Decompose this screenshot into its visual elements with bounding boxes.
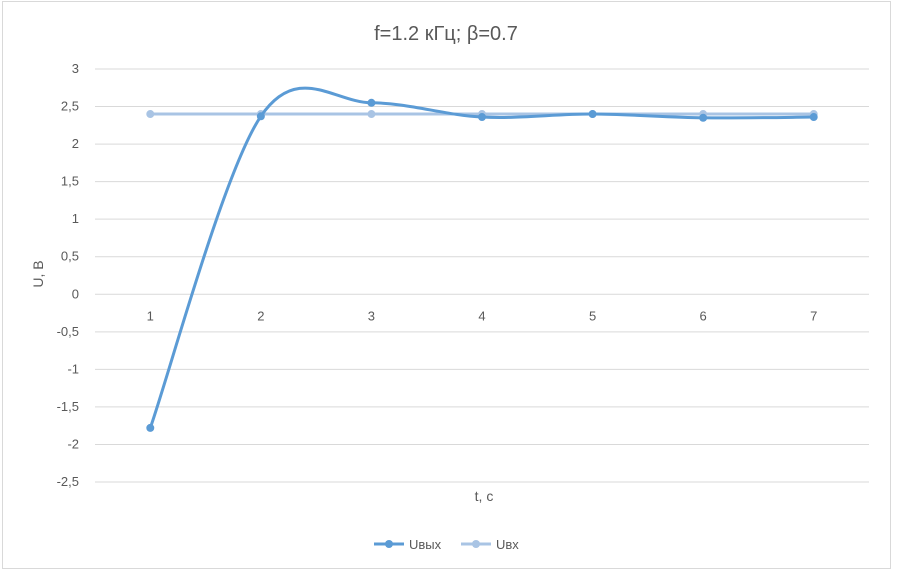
legend-label: Uвх (496, 537, 519, 552)
series-line-1 (148, 86, 816, 430)
x-tick-label: 2 (257, 308, 264, 323)
x-tick-label: 3 (368, 308, 375, 323)
y-tick-label: 2 (72, 136, 79, 151)
y-axis-title: U, B (30, 260, 46, 287)
y-tick-label: 2,5 (61, 99, 79, 114)
data-point (699, 113, 708, 122)
y-tick-label: 1,5 (61, 174, 79, 189)
data-point (478, 113, 486, 122)
data-point (367, 110, 376, 119)
y-tick-label: 1 (72, 211, 79, 226)
data-point (367, 98, 376, 107)
x-axis-title: t, c (475, 488, 494, 504)
x-tick-label: 6 (700, 308, 707, 323)
y-tick-label: -0,5 (57, 324, 79, 339)
data-point (146, 423, 155, 432)
y-tick-label: -2 (67, 436, 79, 451)
data-point (146, 110, 155, 119)
x-tick-label: 7 (810, 308, 817, 323)
legend-label: Uвых (409, 537, 442, 552)
x-tick-label: 1 (147, 308, 154, 323)
gridlines (95, 68, 869, 483)
y-axis-tick-labels: 3 2,5 2 1,5 1 0,5 0 -0,5 -1 -1,5 -2 -2,5 (57, 61, 79, 489)
legend-swatch-marker (385, 540, 393, 548)
y-tick-label: 0 (72, 286, 79, 301)
x-tick-label: 5 (589, 308, 596, 323)
series-lines (146, 86, 818, 432)
y-tick-label: -1,5 (57, 399, 79, 414)
chart-title: f=1.2 кГц; β=0.7 (374, 23, 518, 45)
y-tick-label: 3 (72, 61, 79, 76)
line-chart: 3 2,5 2 1,5 1 0,5 0 -0,5 -1 -1,5 -2 -2,5 1 2 3 4 5 6 7 f=… (30, 23, 869, 552)
data-point (588, 110, 597, 119)
x-axis-tick-labels: 1 2 3 4 5 6 7 (147, 308, 818, 323)
x-tick-label: 4 (478, 308, 485, 323)
data-point (809, 113, 818, 122)
legend-swatch-marker (472, 540, 480, 548)
y-tick-label: -2,5 (57, 474, 79, 489)
data-point (256, 112, 265, 121)
y-tick-label: 0,5 (61, 249, 79, 264)
chart-area[interactable]: 3 2,5 2 1,5 1 0,5 0 -0,5 -1 -1,5 -2 -2,5 1 2 3 4 5 6 7 f=… (2, 1, 891, 569)
y-tick-label: -1 (67, 361, 79, 376)
legend: Uвых Uвх (374, 537, 519, 552)
